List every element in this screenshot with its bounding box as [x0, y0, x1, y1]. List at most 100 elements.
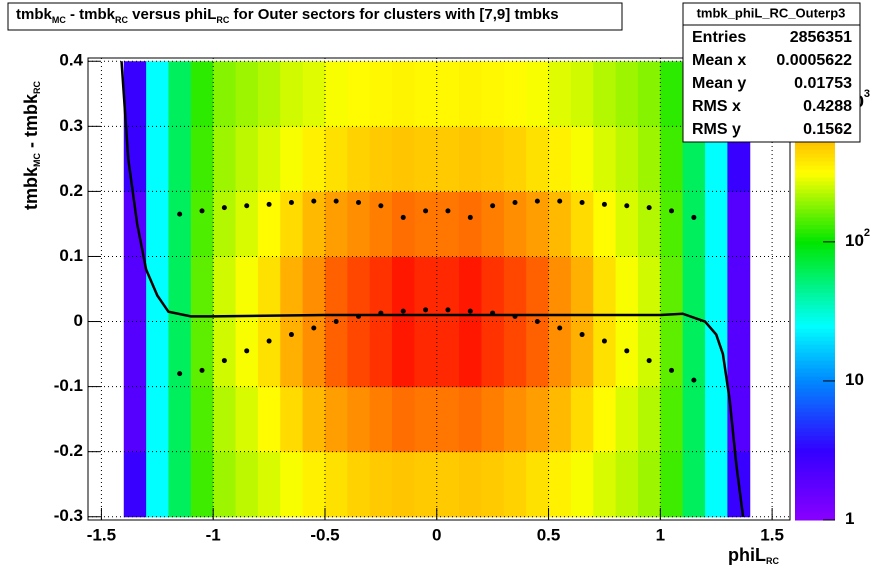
- y-tick-label: 0.1: [59, 246, 83, 265]
- profile-point: [467, 308, 473, 314]
- heat-cell: [190, 126, 214, 192]
- heat-cell: [347, 386, 371, 453]
- profile-point: [669, 367, 675, 373]
- color-bar-step: [795, 492, 835, 497]
- text-part: - tmbk: [66, 6, 116, 23]
- heat-cell: [324, 126, 348, 192]
- heat-cell: [548, 61, 572, 127]
- color-bar-step: [795, 476, 835, 481]
- heat-cell: [637, 386, 661, 453]
- profile-point: [221, 358, 227, 364]
- color-bar-step: [795, 500, 835, 505]
- color-bar-step: [795, 404, 835, 409]
- heat-cell: [548, 126, 572, 192]
- color-bar-step: [795, 448, 835, 453]
- profile-point: [244, 348, 250, 354]
- text-part: phiL: [728, 545, 766, 565]
- heat-cell: [168, 256, 192, 323]
- color-bar-step: [795, 320, 835, 326]
- heat-cell: [459, 386, 482, 453]
- text-part: versus phiL: [128, 6, 216, 23]
- profile-point: [512, 199, 518, 205]
- heat-cell: [257, 386, 281, 453]
- heat-cell: [190, 191, 214, 257]
- color-bar-step: [795, 416, 835, 421]
- heat-cell: [280, 451, 304, 518]
- heat-cell: [503, 386, 527, 453]
- heat-cell: [123, 256, 147, 323]
- heat-cell: [414, 321, 438, 388]
- heat-cell: [481, 191, 505, 257]
- stats-name: tmbk_phiL_RC_Outerp3: [697, 5, 846, 20]
- heat-cell: [280, 126, 304, 192]
- y-tick-label: 0: [74, 311, 83, 330]
- heat-cell: [369, 256, 393, 323]
- color-bar-step: [795, 217, 835, 222]
- heat-cell: [414, 256, 438, 323]
- heat-cell: [705, 386, 728, 453]
- heat-cell: [414, 191, 438, 257]
- heat-cell: [682, 191, 706, 257]
- z-tick-base: 10: [845, 231, 864, 250]
- color-bar-step: [795, 141, 835, 147]
- profile-point: [356, 199, 362, 205]
- heat-cell: [727, 256, 751, 323]
- heat-cell: [682, 451, 706, 518]
- heat-cell: [727, 191, 751, 257]
- stats-box: tmbk_phiL_RC_Outerp3 Entries 2856351 Mean x…: [682, 2, 861, 143]
- profile-point: [199, 208, 205, 214]
- heat-cell: [548, 451, 572, 518]
- y-axis-title: tmbkMC - tmbkRC: [21, 80, 43, 210]
- frame: [87, 57, 791, 521]
- color-bar-step: [795, 456, 835, 461]
- color-bar-step: [795, 428, 835, 433]
- color-bar-step: [795, 344, 835, 350]
- heat-cell: [637, 61, 661, 127]
- color-bar-step: [795, 464, 835, 469]
- z-tick-exponent: 3: [864, 88, 870, 100]
- stats-label: Mean x: [692, 52, 746, 69]
- heat-cell: [570, 126, 594, 192]
- heat-cell: [682, 126, 706, 192]
- y-tick-label: 0.2: [59, 181, 83, 200]
- color-bar-step: [795, 328, 835, 334]
- color-bar-step: [795, 173, 835, 178]
- heat-cell: [570, 451, 594, 518]
- heat-cell: [213, 191, 237, 257]
- heatmap: [123, 61, 751, 518]
- profile-point: [266, 201, 272, 207]
- heat-cell: [392, 256, 415, 323]
- heat-cell: [213, 386, 237, 453]
- heat-cell: [593, 191, 617, 257]
- z-tick-label: 102: [845, 227, 870, 251]
- color-bar-step: [795, 400, 835, 405]
- color-bar-step: [795, 424, 835, 429]
- heat-cell: [548, 321, 572, 388]
- x-tick-label: 0.5: [537, 525, 561, 544]
- heat-cell: [213, 451, 237, 518]
- heat-cell: [593, 321, 617, 388]
- heat-cell: [235, 386, 259, 453]
- heat-cell: [459, 451, 482, 518]
- heat-cell: [593, 386, 617, 453]
- heat-cell: [615, 451, 639, 518]
- heat-cell: [257, 256, 281, 323]
- heat-cell: [481, 321, 505, 388]
- heat-cell: [570, 386, 594, 453]
- heat-cell: [615, 61, 639, 127]
- color-bar-step: [795, 392, 835, 398]
- heat-cell: [570, 321, 594, 388]
- color-bar-step: [795, 312, 835, 318]
- heat-cell: [593, 126, 617, 192]
- heat-cell: [459, 191, 482, 257]
- color-bar-step: [795, 396, 835, 402]
- x-tick-label: 1: [656, 525, 665, 544]
- heat-cell: [190, 451, 214, 518]
- color-bar-step: [795, 197, 835, 202]
- heat-cell: [459, 256, 482, 323]
- color-bar-step: [795, 165, 835, 171]
- color-bar-step: [795, 289, 835, 294]
- heat-cell: [615, 126, 639, 192]
- heat-cell: [324, 256, 348, 323]
